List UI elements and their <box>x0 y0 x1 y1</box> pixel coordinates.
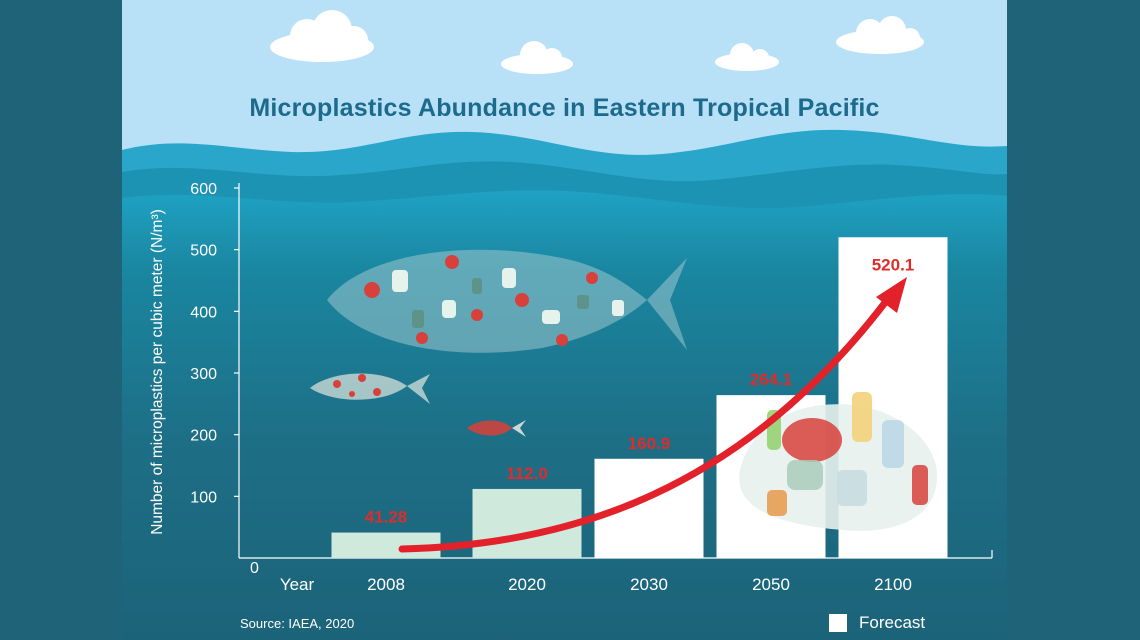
chart-panel: 100 200 300 400 500 600 0 41.28 112.0 160.9 264.1… <box>122 0 1007 640</box>
x-tick-label: 2050 <box>752 575 790 594</box>
right-margin-band <box>1007 0 1140 640</box>
x-tick-label: 2030 <box>630 575 668 594</box>
value-label-2020: 112.0 <box>506 464 548 483</box>
legend: Forecast <box>829 612 925 634</box>
y-tick-label: 200 <box>190 428 217 445</box>
plastic-fish-medium <box>310 373 430 404</box>
y-tick-label: 100 <box>190 489 217 506</box>
value-label-2030: 160.9 <box>628 434 671 453</box>
legend-forecast-swatch <box>829 614 847 632</box>
cloud-icon <box>501 41 573 74</box>
y-axis-ticks: 100 200 300 400 500 600 0 <box>190 181 259 577</box>
x-tick-label: 2100 <box>874 575 912 594</box>
x-tick-label: 2020 <box>508 575 546 594</box>
plastic-waste-pile <box>739 392 938 531</box>
value-label-2050: 264.1 <box>750 370 793 389</box>
trend-arrow-icon <box>398 296 891 553</box>
y-tick-label: 500 <box>190 243 217 260</box>
trend-arrowhead-icon <box>876 277 907 313</box>
y-origin-label: 0 <box>250 560 259 577</box>
clouds <box>270 10 924 74</box>
plastic-fish-large <box>327 249 687 353</box>
x-axis-category-labels: Year 2008 2020 2030 2050 2100 <box>280 575 912 594</box>
cloud-icon <box>715 43 779 71</box>
cloud-icon <box>270 10 374 62</box>
y-tick-label: 400 <box>190 304 217 321</box>
y-tick-label: 600 <box>190 181 217 198</box>
value-label-2008: 41.28 <box>365 508 408 527</box>
y-tick-label: 300 <box>190 366 217 383</box>
x-tick-label: 2008 <box>367 575 405 594</box>
value-labels: 41.28 112.0 160.9 264.1 520.1 <box>365 255 915 526</box>
y-axis-title: Number of microplastics per cubic meter … <box>149 209 166 535</box>
left-margin-band <box>0 0 122 640</box>
value-label-2100: 520.1 <box>872 255 915 274</box>
x-axis-title: Year <box>280 575 315 594</box>
bar-chart: 100 200 300 400 500 600 0 41.28 112.0 160.9 264.1… <box>190 181 993 594</box>
plastic-fish-small <box>467 420 526 437</box>
legend-forecast-label: Forecast <box>859 613 926 632</box>
source-note: Source: IAEA, 2020 <box>240 616 355 631</box>
cloud-icon <box>836 16 924 54</box>
chart-title: Microplastics Abundance in Eastern Tropi… <box>249 94 880 122</box>
